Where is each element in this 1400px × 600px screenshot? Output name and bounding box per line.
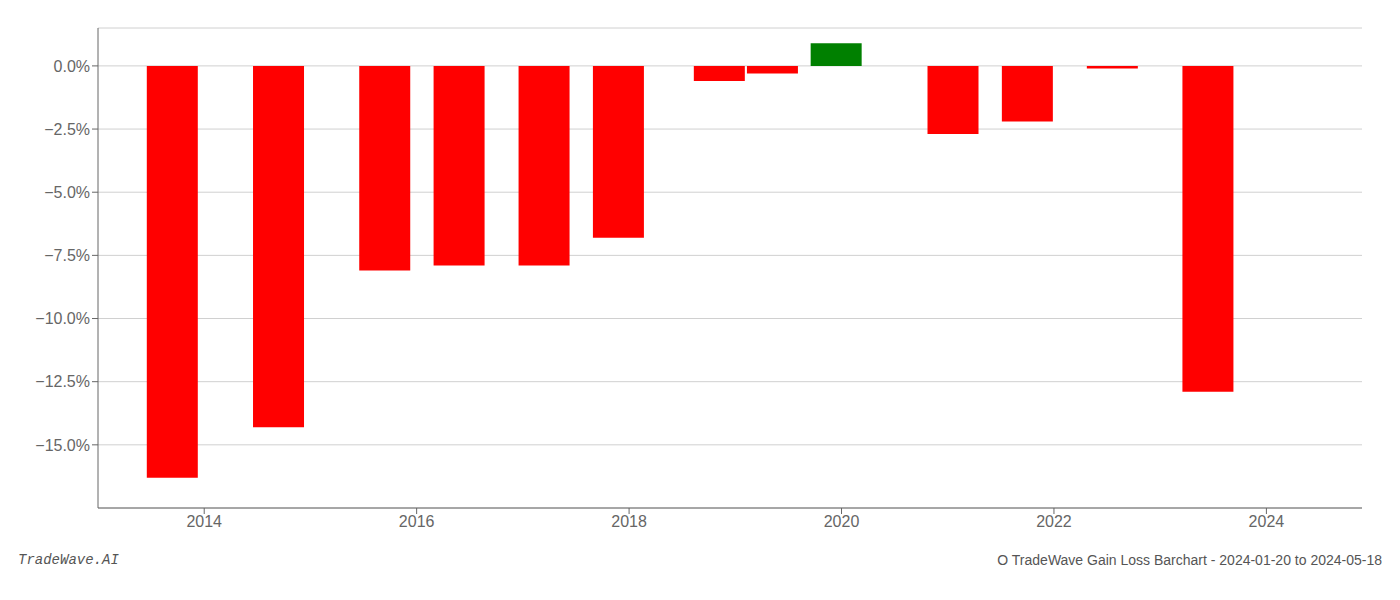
html-text:TradeWave.AI: TradeWave.AI <box>18 552 119 568</box>
svg-text:2020: 2020 <box>824 513 860 530</box>
svg-text:−5.0%: −5.0% <box>44 184 90 201</box>
svg-text:−7.5%: −7.5% <box>44 247 90 264</box>
svg-text:2024: 2024 <box>1249 513 1285 530</box>
svg-text:2018: 2018 <box>611 513 647 530</box>
html-text:O TradeWave Gain Loss Barchart: O TradeWave Gain Loss Barchart - 2024-01… <box>997 552 1382 568</box>
svg-text:−10.0%: −10.0% <box>35 310 90 327</box>
svg-text:−15.0%: −15.0% <box>35 437 90 454</box>
svg-text:−12.5%: −12.5% <box>35 373 90 390</box>
svg-text:2016: 2016 <box>399 513 435 530</box>
svg-text:2014: 2014 <box>186 513 222 530</box>
svg-text:0.0%: 0.0% <box>54 58 90 75</box>
svg-text:2022: 2022 <box>1036 513 1072 530</box>
svg-text:−2.5%: −2.5% <box>44 121 90 138</box>
